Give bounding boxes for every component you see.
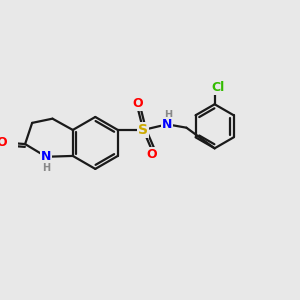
Text: O: O <box>147 148 157 161</box>
Text: H: H <box>164 110 172 120</box>
Text: H: H <box>42 163 50 173</box>
Text: O: O <box>0 136 7 149</box>
Text: Cl: Cl <box>212 81 225 94</box>
Text: N: N <box>41 150 52 163</box>
Text: O: O <box>132 98 142 110</box>
Text: S: S <box>138 123 148 137</box>
Text: N: N <box>162 118 172 131</box>
